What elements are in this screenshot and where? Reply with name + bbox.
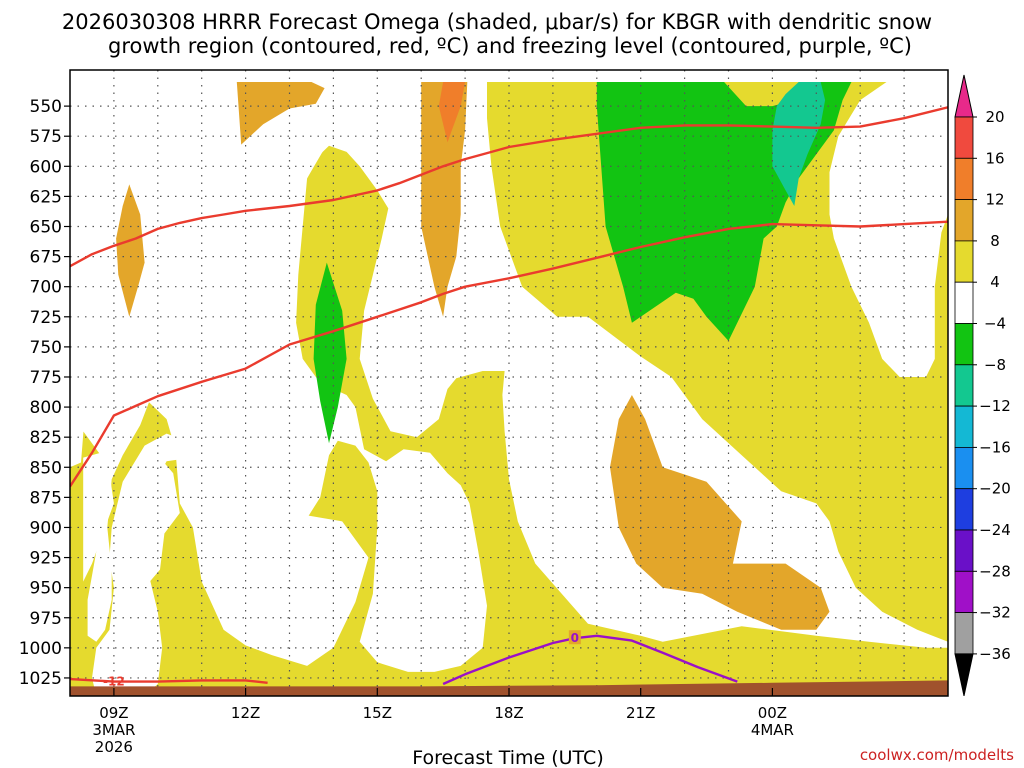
omega-region-10 (610, 395, 830, 630)
colorbar-swatch (954, 116, 974, 159)
y-tick-label: 550 (30, 97, 62, 117)
x-tick-date: 4MAR (751, 721, 794, 739)
colorbar-swatch (954, 570, 974, 613)
omega-region-7 (236, 82, 325, 145)
omega-region-9 (116, 184, 145, 317)
y-tick-label: 900 (30, 518, 62, 538)
colorbar-swatch (954, 323, 974, 366)
colorbar-label: −16 (979, 438, 1011, 456)
omega-region-8 (421, 82, 468, 317)
y-tick-label: 975 (30, 609, 62, 629)
colorbar-label: −4 (984, 315, 1006, 333)
colorbar-swatch (954, 157, 974, 201)
colorbar-label: 12 (985, 191, 1004, 209)
y-tick-label: 825 (30, 428, 62, 448)
omega-region-1 (83, 452, 114, 582)
colorbar-label: 4 (990, 273, 1000, 291)
colorbar-top-arrow (954, 74, 974, 118)
x-axis-label: Forecast Time (UTC) (412, 747, 603, 768)
colorbar-swatch (954, 199, 974, 242)
y-tick-label: 1025 (19, 669, 62, 689)
dgz-contour-0 (70, 106, 948, 268)
y-tick-label: 925 (30, 549, 62, 569)
pressure-axis: 550 575 600 625 650 675 700 725 750 775 800 825 850 8… (19, 97, 70, 689)
omega-region-5 (829, 82, 948, 377)
y-tick-label: 850 (30, 458, 62, 478)
y-tick-label: 775 (30, 368, 62, 388)
x-tick-label: 18Z (494, 704, 523, 722)
omega-region-13 (313, 262, 347, 444)
freezing-contour-0 (442, 634, 738, 686)
colorbar-label: −28 (979, 562, 1011, 580)
plot-area: -12 0 (70, 70, 948, 696)
colorbar-swatch (954, 612, 974, 655)
omega-region-14 (772, 82, 826, 206)
y-tick-label: 650 (30, 218, 62, 238)
colorbar-swatch (954, 446, 974, 490)
freezing-contour-label: 0 (571, 631, 579, 645)
y-tick-label: 575 (30, 127, 62, 147)
x-tick-label: 09Z (99, 704, 128, 722)
x-tick-label: 12Z (231, 704, 260, 722)
colorbar-swatch (954, 405, 974, 448)
colorbar-swatch (954, 240, 974, 283)
x-tick-label: 21Z (626, 704, 655, 722)
colorbar: 20 16 12 8 4 −4 −8 −12 −16 −20 −24 −28 −32 −36 (954, 74, 1011, 697)
y-tick-label: 675 (30, 248, 62, 268)
dgz-contour-2 (70, 677, 268, 684)
colorbar-label: −8 (984, 356, 1006, 374)
colorbar-label: −36 (979, 645, 1011, 663)
colorbar-label: −12 (979, 397, 1011, 415)
colorbar-swatch (954, 488, 974, 531)
colorbar-label: −20 (979, 480, 1011, 498)
colorbar-swatch (954, 281, 974, 324)
dgz-contour-1 (70, 220, 948, 488)
credit-text: coolwx.com/modelts (860, 746, 1014, 764)
colorbar-label: 8 (990, 232, 1000, 250)
chart-title-line-2: growth region (contoured, red, ºC) and f… (108, 34, 912, 58)
x-tick-label: 15Z (363, 704, 392, 722)
omega-region-11 (438, 82, 466, 143)
temperature-contours: -12 0 (70, 106, 948, 689)
x-tick-label: 00Z (758, 704, 787, 722)
y-tick-label: 750 (30, 338, 62, 358)
colorbar-label: 16 (985, 149, 1004, 167)
y-tick-label: 1000 (19, 639, 62, 659)
y-tick-label: 800 (30, 398, 62, 418)
y-tick-label: 625 (30, 187, 62, 207)
colorbar-swatch (954, 529, 974, 572)
y-tick-label: 875 (30, 488, 62, 508)
colorbar-bottom-arrow (954, 653, 974, 697)
omega-region-4 (70, 82, 176, 104)
colorbar-label: −24 (979, 521, 1011, 539)
x-tick-year: 2026 (95, 738, 133, 756)
dgz-contour-label: -12 (103, 675, 125, 689)
freezing-label-bg (568, 630, 581, 645)
y-tick-label: 725 (30, 308, 62, 328)
x-tick-date: 3MAR (92, 721, 135, 739)
colorbar-label: −32 (979, 604, 1011, 622)
chart-title-line-1: 2026030308 HRRR Forecast Omega (shaded, … (62, 10, 932, 34)
y-tick-label: 950 (30, 579, 62, 599)
y-tick-label: 600 (30, 157, 62, 177)
y-tick-label: 700 (30, 278, 62, 298)
colorbar-swatch (954, 364, 974, 407)
colorbar-label: 20 (985, 108, 1004, 126)
